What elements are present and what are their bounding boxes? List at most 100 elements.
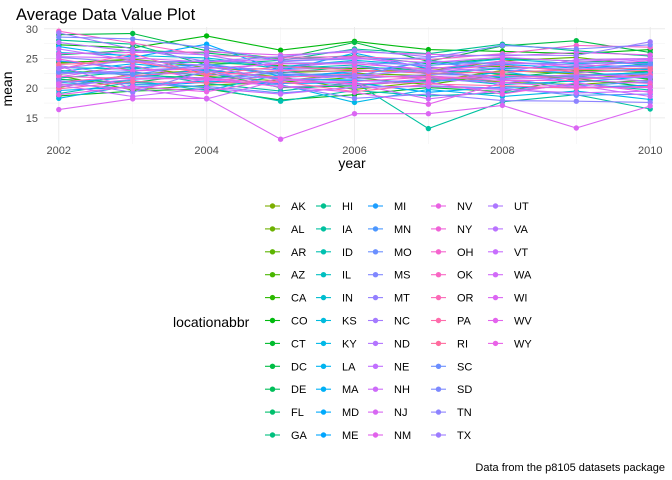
legend-item-nv: NV bbox=[431, 201, 473, 213]
data-point bbox=[425, 101, 432, 107]
data-point bbox=[277, 98, 284, 104]
data-point bbox=[203, 45, 210, 51]
legend-label: AL bbox=[291, 224, 304, 236]
axes: 2002 2004 2006 2008 2010 15 20 25 30 bbox=[26, 24, 663, 157]
legend-item-ny: NY bbox=[431, 224, 473, 236]
legend-item-ne: NE bbox=[368, 361, 409, 373]
y-axis-label: mean bbox=[0, 71, 15, 106]
data-point bbox=[573, 98, 579, 104]
legend-item-ca: CA bbox=[265, 293, 307, 305]
legend-key-point bbox=[435, 272, 442, 278]
data-point bbox=[56, 106, 62, 113]
data-point bbox=[277, 76, 284, 82]
data-point bbox=[499, 86, 506, 93]
series-lines bbox=[56, 28, 653, 142]
legend-label: AK bbox=[291, 201, 306, 213]
data-point bbox=[130, 83, 136, 90]
data-point bbox=[56, 65, 62, 72]
data-point bbox=[130, 30, 136, 37]
data-point bbox=[277, 83, 284, 90]
legend-item-sd: SD bbox=[431, 384, 472, 396]
legend-key-point bbox=[269, 272, 276, 278]
legend-item-mo: MO bbox=[368, 247, 412, 259]
data-point bbox=[203, 89, 210, 95]
legend-key-point bbox=[435, 203, 442, 209]
legend-item-or: OR bbox=[431, 293, 474, 305]
data-point bbox=[499, 60, 506, 66]
legend-label: IN bbox=[342, 293, 353, 305]
legend-key-point bbox=[372, 432, 379, 438]
legend-label: KY bbox=[342, 338, 357, 350]
legend-key-point bbox=[435, 226, 442, 232]
legend-label: DE bbox=[291, 384, 306, 396]
data-point bbox=[56, 92, 62, 98]
data-point bbox=[647, 55, 653, 62]
data-point bbox=[647, 39, 653, 45]
legend-item-wa: WA bbox=[488, 270, 532, 282]
x-tick-label: 2004 bbox=[194, 145, 218, 157]
legend-key-point bbox=[372, 226, 379, 232]
legend-label: OR bbox=[457, 293, 474, 305]
legend-item-vt: VT bbox=[488, 247, 528, 259]
data-point bbox=[56, 54, 62, 60]
data-point bbox=[56, 81, 62, 87]
legend-key-point bbox=[372, 272, 379, 278]
legend-key-point bbox=[269, 409, 276, 415]
legend-key-point bbox=[372, 317, 379, 324]
legend-label: LA bbox=[342, 361, 356, 373]
x-tick-label: 2010 bbox=[638, 145, 662, 157]
data-point bbox=[425, 59, 432, 66]
legend-item-mi: MI bbox=[368, 201, 406, 213]
data-point bbox=[130, 48, 136, 55]
legend-item-ok: OK bbox=[431, 270, 474, 282]
data-point bbox=[351, 95, 358, 102]
legend-label: MD bbox=[342, 407, 359, 419]
legend-label: MS bbox=[394, 270, 411, 282]
legend-label: NY bbox=[457, 224, 473, 236]
legend-label: SD bbox=[457, 384, 472, 396]
legend-item-la: LA bbox=[316, 361, 356, 373]
data-point bbox=[425, 54, 432, 60]
legend-label: ND bbox=[394, 338, 410, 350]
data-point bbox=[425, 68, 432, 75]
legend-label: NV bbox=[457, 201, 473, 213]
legend-label: NJ bbox=[394, 407, 407, 419]
data-point bbox=[130, 71, 136, 78]
legend-item-in: IN bbox=[316, 293, 353, 305]
legend-label: MO bbox=[394, 247, 412, 259]
data-point bbox=[277, 136, 284, 142]
legend-label: PA bbox=[457, 316, 472, 328]
legend-key-point bbox=[492, 272, 499, 278]
legend-label: VT bbox=[514, 247, 528, 259]
data-point bbox=[425, 96, 432, 102]
legend-item-wy: WY bbox=[488, 338, 532, 350]
data-point bbox=[277, 47, 284, 53]
data-point bbox=[499, 91, 506, 97]
legend-label: MN bbox=[394, 224, 411, 236]
legend-key-point bbox=[320, 317, 327, 324]
data-point bbox=[203, 59, 210, 65]
data-point bbox=[56, 46, 62, 52]
legend-label: ID bbox=[342, 247, 353, 259]
legend-key-point bbox=[372, 294, 379, 301]
legend-label: UT bbox=[514, 201, 529, 213]
legend-item-ak: AK bbox=[265, 201, 306, 213]
legend-label: NH bbox=[394, 384, 410, 396]
data-point bbox=[203, 33, 210, 39]
legend-key-point bbox=[269, 386, 276, 392]
data-point bbox=[573, 90, 579, 96]
data-point bbox=[647, 103, 653, 109]
legend-key-point bbox=[492, 203, 499, 209]
data-point bbox=[130, 36, 136, 42]
data-point bbox=[277, 71, 284, 77]
legend-item-il: IL bbox=[316, 270, 351, 282]
legend-key-point bbox=[269, 317, 276, 324]
x-tick-label: 2008 bbox=[490, 145, 514, 157]
legend-key-point bbox=[320, 294, 327, 301]
legend-key-point bbox=[269, 432, 276, 438]
series-wi bbox=[56, 95, 653, 142]
legend-label: IA bbox=[342, 224, 353, 236]
legend-label: CO bbox=[291, 316, 308, 328]
legend-key-point bbox=[320, 249, 327, 255]
